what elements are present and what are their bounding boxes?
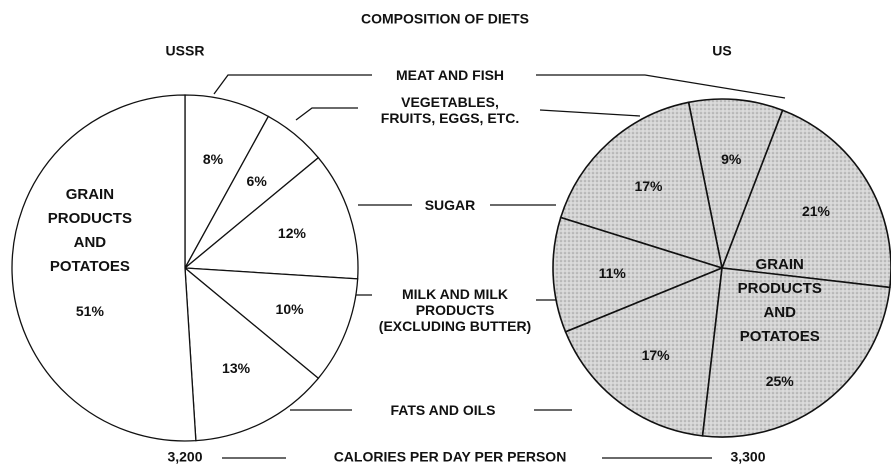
pie-slice bbox=[687, 98, 784, 271]
category-label: MEAT AND FISH bbox=[395, 67, 505, 83]
pie-slice bbox=[183, 156, 359, 280]
total-label: CALORIES PER DAY PER PERSON bbox=[334, 449, 567, 465]
value-label: 25% bbox=[765, 372, 794, 389]
value-label: 11% bbox=[598, 264, 626, 281]
category-label: GRAIN PRODUCTS AND POTATOES bbox=[737, 255, 822, 345]
value-label: 13% bbox=[222, 360, 251, 377]
pie-slice bbox=[701, 267, 891, 438]
chart-title: COMPOSITION OF DIETS bbox=[361, 11, 529, 27]
category-label: MILK AND MILK PRODUCTS (EXCLUDING BUTTER… bbox=[378, 286, 532, 334]
pie-slice bbox=[184, 266, 320, 442]
pie-slice bbox=[552, 216, 725, 333]
category-label: SUGAR bbox=[424, 197, 476, 213]
pie-slice bbox=[11, 94, 197, 442]
value-label: 8% bbox=[202, 151, 224, 168]
value-label: 17% bbox=[641, 347, 670, 364]
total: 3,300 bbox=[730, 449, 765, 465]
pie-title: USSR bbox=[166, 43, 205, 59]
value-label: 21% bbox=[801, 203, 830, 220]
value-label: 9% bbox=[721, 150, 742, 167]
value-label: 10% bbox=[275, 301, 304, 318]
category-label: FATS AND OILS bbox=[390, 402, 496, 418]
total: 3,200 bbox=[167, 449, 202, 465]
pie-title: US bbox=[712, 43, 731, 59]
pie-slice bbox=[183, 267, 359, 380]
pie-slice bbox=[559, 101, 724, 270]
value-label: 6% bbox=[246, 173, 267, 190]
category-label: VEGETABLES, FRUITS, EGGS, ETC. bbox=[380, 94, 520, 126]
value-label: 12% bbox=[277, 225, 306, 242]
pie-slice bbox=[564, 266, 723, 437]
category-label: GRAIN PRODUCTS AND POTATOES bbox=[47, 185, 132, 275]
value-label: 17% bbox=[634, 178, 663, 195]
value-label: 51% bbox=[75, 302, 104, 319]
